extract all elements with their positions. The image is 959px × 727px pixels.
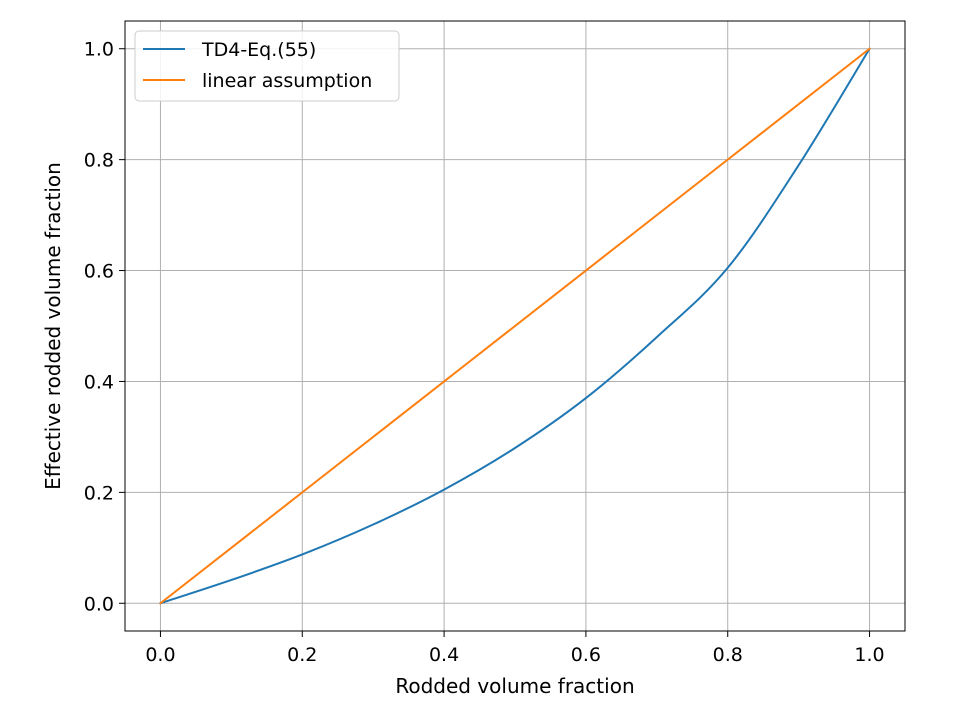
y-tick-label: 0.0 bbox=[84, 593, 114, 615]
x-tick-label: 0.8 bbox=[713, 644, 743, 666]
y-tick-label: 0.6 bbox=[84, 261, 114, 283]
y-tick-label: 0.2 bbox=[84, 482, 114, 504]
y-tick-label: 0.4 bbox=[84, 371, 114, 393]
y-tick-label: 1.0 bbox=[84, 39, 114, 61]
y-tick-label: 0.8 bbox=[84, 150, 114, 172]
legend-label-1: linear assumption bbox=[202, 70, 372, 92]
x-tick-label: 0.0 bbox=[145, 644, 175, 666]
series-line-1 bbox=[159, 47, 871, 605]
x-tick-label: 0.2 bbox=[287, 644, 317, 666]
ticks: 0.0 0.2 0.4 0.6 0.8 1.0 0.0 0.2 0.4 0.6 0.8 1.0 bbox=[84, 39, 885, 666]
x-tick-label: 0.4 bbox=[429, 644, 459, 666]
legend: TD4-Eq.(55) linear assumption bbox=[134, 30, 400, 102]
legend-box bbox=[134, 30, 400, 102]
x-tick-label: 0.6 bbox=[571, 644, 601, 666]
x-axis-label: Rodded volume fraction bbox=[395, 674, 634, 698]
x-tick-label: 1.0 bbox=[854, 644, 884, 666]
legend-label-0: TD4-Eq.(55) bbox=[201, 39, 316, 61]
plot-frame bbox=[124, 20, 906, 632]
series-line-0 bbox=[159, 47, 871, 605]
series-lines bbox=[159, 47, 871, 605]
y-axis-label: Effective rodded volume fraction bbox=[41, 162, 65, 490]
